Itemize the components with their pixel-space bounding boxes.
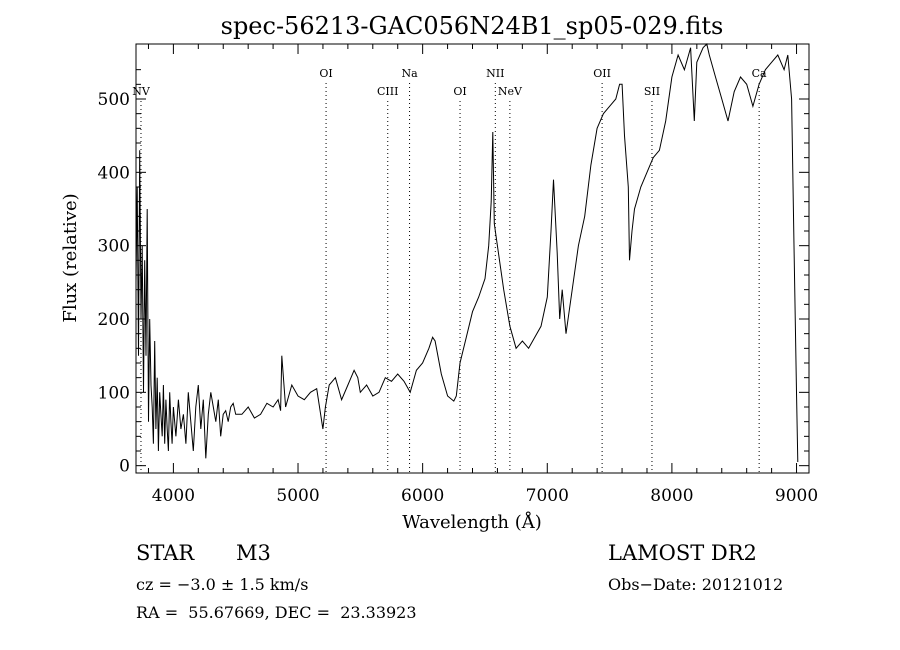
y-tick-label: 0 [119, 457, 130, 477]
line-marker-label: NeV [498, 85, 523, 98]
x-tick-label: 8000 [650, 486, 693, 506]
x-axis-label: Wavelength (Å) [402, 511, 542, 533]
line-marker-label: CIII [377, 85, 398, 98]
coordinates-readout: RA = 55.67669, DEC = 23.33923 [136, 603, 417, 622]
redshift-readout: cz = −3.0 ± 1.5 km/s [136, 575, 309, 594]
y-tick-label: 400 [98, 163, 130, 183]
x-tick-label: 9000 [775, 486, 818, 506]
line-marker-label: OII [593, 67, 611, 80]
line-marker-label: NV [132, 85, 151, 98]
line-marker-label: Na [401, 67, 418, 80]
y-tick-label: 100 [98, 383, 130, 403]
y-axis-label: Flux (relative) [60, 193, 81, 322]
subclass: M3 [236, 541, 271, 565]
x-tick-label: 4000 [152, 486, 195, 506]
obs-date: Obs−Date: 20121012 [608, 575, 784, 594]
y-tick-label: 500 [98, 90, 130, 110]
y-tick-label: 200 [98, 310, 130, 330]
line-marker-label: OI [319, 67, 332, 80]
x-tick-label: 6000 [401, 486, 444, 506]
line-marker-label: SII [644, 85, 660, 98]
y-tick-label: 300 [98, 237, 130, 257]
x-tick-label: 5000 [276, 486, 319, 506]
survey-label: LAMOST DR2 [608, 541, 757, 565]
axis-ticks: 4000 5000 6000 7000 8000 9000 0 100 200 300 400 500 [98, 44, 818, 506]
plot-frame [135, 43, 810, 474]
line-marker-label: OI [453, 85, 466, 98]
object-class: STAR [136, 541, 195, 565]
line-marker-label: NII [486, 67, 504, 80]
line-marker-label: Ca [752, 67, 767, 80]
chart-title: spec-56213-GAC056N24B1_sp05-029.fits [221, 12, 724, 40]
x-tick-label: 7000 [526, 486, 569, 506]
spectrum-line [135, 43, 799, 463]
